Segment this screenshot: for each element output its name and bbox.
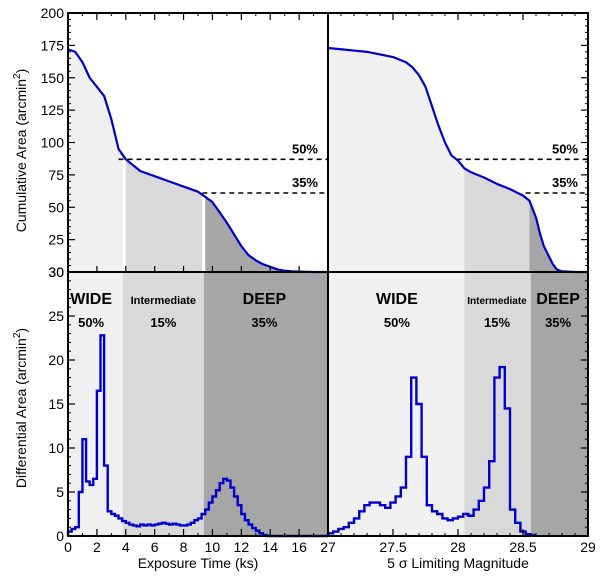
region-deep (205, 196, 328, 272)
y-axis-label-text: Differential Area (arcmin2) (12, 328, 29, 488)
region-pct: 50% (78, 315, 104, 330)
xtick-label: 8 (180, 539, 188, 555)
ytick-label: 20 (48, 352, 64, 368)
xtick-label-shared: 27 (320, 539, 336, 555)
xtick-label: 28 (450, 539, 466, 555)
xtick-label: 29 (580, 539, 596, 555)
ylabel-base: Differential Area (arcmin (13, 338, 29, 488)
region-wide (328, 47, 465, 272)
ylabel-end: ) (13, 69, 29, 74)
xtick-label: 6 (151, 539, 159, 555)
region-title-deep: DEEP (536, 291, 580, 308)
xtick-label: 28.5 (509, 539, 536, 555)
region-intermediate (125, 159, 203, 272)
region-intermediate (464, 168, 530, 272)
threshold-label: 35% (292, 175, 318, 190)
ytick-label: 25 (48, 308, 64, 324)
ylabel-base: Cumulative Area (arcmin (13, 79, 29, 232)
threshold-label: 35% (552, 175, 578, 190)
region-title-wide: WIDE (70, 291, 112, 308)
regions-top-left (68, 49, 328, 273)
cumulative-curve-top-right (327, 46, 588, 274)
xtick-label: 0 (64, 539, 72, 555)
region-pct: 50% (384, 315, 410, 330)
xtick-label: 27.5 (379, 539, 406, 555)
ytick-label-shared: 30 (48, 264, 64, 280)
region-title-intermediate: Intermediate (131, 295, 196, 307)
ytick-label: 200 (41, 5, 65, 21)
y-axis-label-top-left: Cumulative Area (arcmin2) (12, 69, 29, 233)
region-intermediate (464, 272, 531, 536)
xtick-label: 4 (122, 539, 130, 555)
xtick-label: 2 (93, 539, 101, 555)
ytick-label: 150 (41, 70, 65, 86)
regions-bottom-right (328, 272, 588, 536)
ylabel-end: ) (13, 328, 29, 333)
region-deep (203, 272, 328, 536)
xtick-label: 12 (234, 539, 250, 555)
region-wide (328, 272, 465, 536)
x-axis-label-exposure: Exposure Time (ks) (138, 555, 259, 571)
threshold-label: 50% (292, 141, 318, 156)
cumulative-curve-top-left (67, 48, 328, 274)
ytick-label: 10 (48, 440, 64, 456)
ytick-label: 15 (48, 396, 64, 412)
ytick-label: 125 (41, 102, 65, 118)
ytick-label: 50 (48, 199, 64, 215)
region-title-wide: WIDE (376, 291, 418, 308)
region-pct: 15% (484, 315, 510, 330)
region-wide (68, 272, 123, 536)
ytick-label: 25 (48, 232, 64, 248)
ytick-label: 0 (56, 528, 64, 544)
x-axis-label-magnitude: 5 σ Limiting Magnitude (387, 555, 529, 571)
ytick-label: 30 (48, 264, 64, 280)
y-axis-label-bottom-left: Differential Area (arcmin2) (12, 328, 29, 488)
region-title-intermediate: Intermediate (467, 296, 527, 307)
histogram-bottom-right (326, 365, 536, 537)
region-pct: 35% (251, 315, 277, 330)
xtick-label: 14 (262, 539, 278, 555)
region-deep (529, 200, 588, 272)
region-deep (530, 272, 588, 536)
region-pct: 15% (150, 315, 176, 330)
ytick-label: 5 (56, 484, 64, 500)
ytick-label: 100 (41, 135, 65, 151)
region-pct: 35% (545, 315, 571, 330)
regions-bottom-left (68, 272, 328, 536)
region-intermediate (122, 272, 204, 536)
threshold-label: 50% (552, 141, 578, 156)
ytick-label: 75 (48, 167, 64, 183)
ylabel-sup: 2 (12, 73, 23, 79)
ylabel-sup: 2 (12, 332, 23, 338)
region-wide (68, 49, 123, 273)
xtick-label: 16 (291, 539, 307, 555)
histogram-bottom-left (66, 334, 328, 538)
region-title-deep: DEEP (243, 291, 287, 308)
y-axis-label-text: Cumulative Area (arcmin2) (12, 69, 29, 233)
ytick-label: 175 (41, 37, 65, 53)
xtick-label: 10 (205, 539, 221, 555)
